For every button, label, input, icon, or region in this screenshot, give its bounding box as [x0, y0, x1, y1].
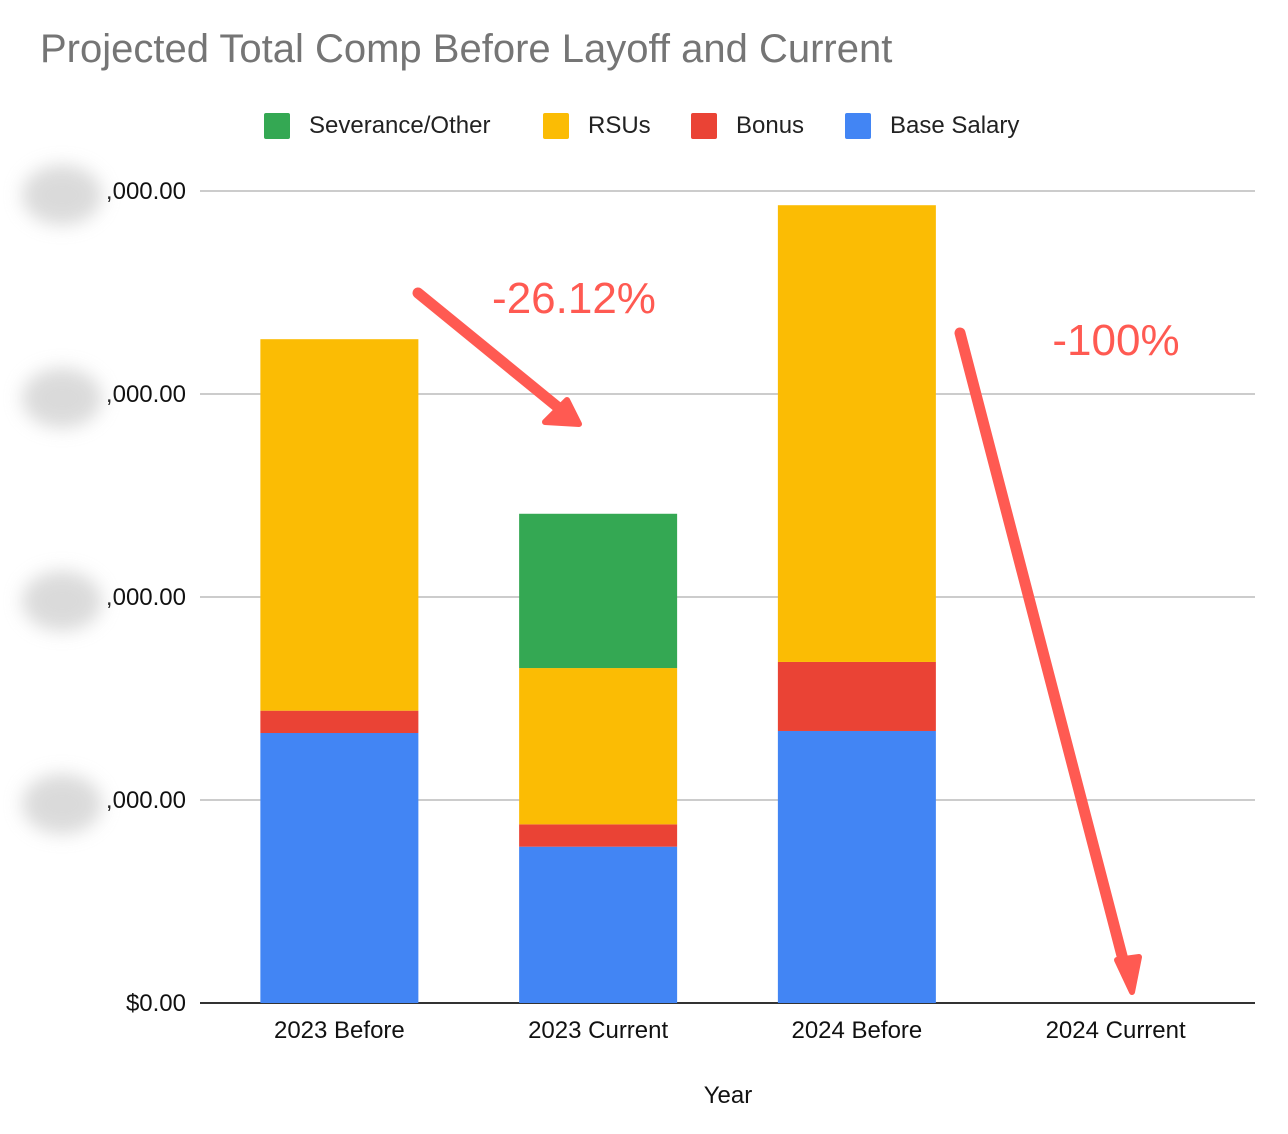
annotation-label: -26.12% [492, 274, 656, 323]
legend-label: RSUs [588, 112, 651, 139]
redaction-blur [22, 368, 102, 428]
bar-segment [519, 846, 678, 1003]
legend-label: Bonus [736, 112, 804, 139]
x-axis-label: Year [704, 1082, 753, 1109]
legend-label: Base Salary [890, 112, 1019, 139]
bar-segment [260, 733, 419, 1003]
bar-segment [519, 824, 678, 847]
y-tick-label: ,000.00 [106, 381, 186, 408]
y-axis-ticks: $0.00 ,000.00 ,000.00 ,000.00 ,000.00 [22, 165, 186, 1017]
chart-title: Projected Total Comp Before Layoff and C… [40, 27, 892, 71]
bar-segment [260, 339, 419, 711]
redaction-blur [22, 165, 102, 225]
bar-segment [777, 730, 936, 1003]
y-tick-label: ,000.00 [106, 584, 186, 611]
x-tick-label: 2023 Before [274, 1017, 405, 1044]
y-tick-label: ,000.00 [106, 787, 186, 814]
x-tick-label: 2024 Before [791, 1017, 922, 1044]
x-axis-ticks: 2023 Before 2023 Current 2024 Before 2024 C… [274, 1017, 1186, 1044]
y-tick-label: ,000.00 [106, 178, 186, 205]
arrow-annotation-2 [954, 327, 1142, 995]
bar-segment [260, 710, 419, 734]
redaction-blur [22, 774, 102, 834]
legend: Severance/Other RSUs Bonus Base Salary [264, 112, 1019, 139]
x-tick-label: 2023 Current [528, 1017, 668, 1044]
legend-swatch [543, 113, 569, 139]
legend-swatch [264, 113, 290, 139]
redaction-blur [22, 571, 102, 631]
bar-segment [777, 661, 936, 731]
bar-segment [519, 513, 678, 669]
bars [260, 205, 936, 1003]
legend-swatch [845, 113, 871, 139]
annotation-label: -100% [1052, 316, 1179, 365]
legend-label: Severance/Other [309, 112, 490, 139]
x-tick-label: 2024 Current [1046, 1017, 1186, 1044]
bar-segment [519, 668, 678, 825]
legend-swatch [691, 113, 717, 139]
arrow-annotation-1 [412, 287, 582, 427]
y-tick-label: $0.00 [126, 990, 186, 1017]
bar-segment [777, 205, 936, 662]
